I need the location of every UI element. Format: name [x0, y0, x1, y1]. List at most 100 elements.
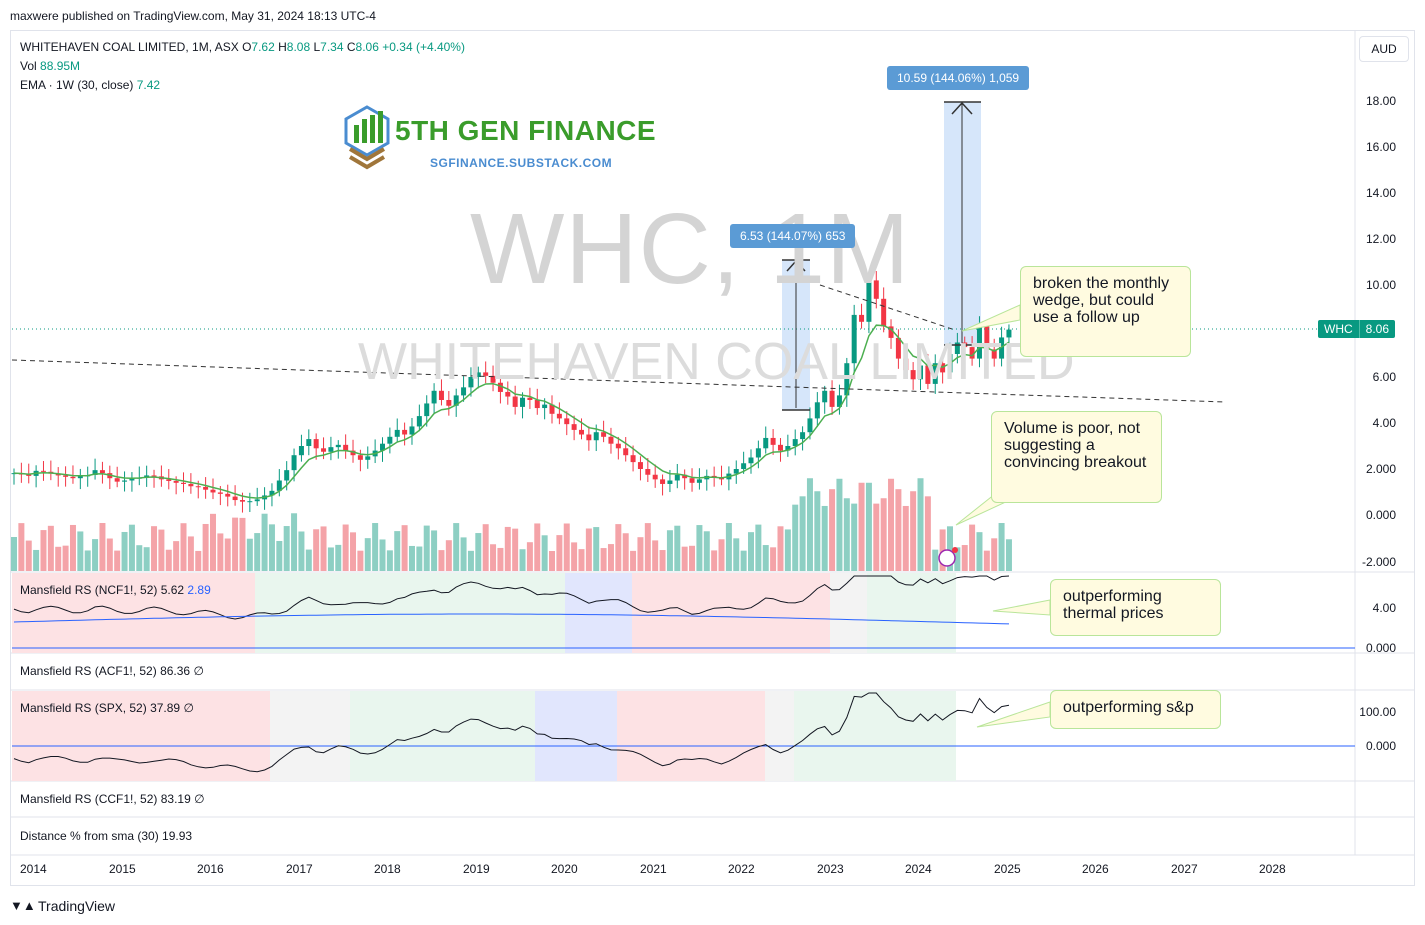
ema-label: EMA · 1W (30, close) [20, 78, 134, 92]
rs-spx-band [617, 691, 765, 781]
candle-body [313, 439, 319, 449]
candle-body [63, 475, 69, 477]
candle-body [601, 432, 607, 437]
note-volume[interactable]: Volume is poor, not suggesting a convinc… [991, 411, 1162, 503]
high-value: 8.08 [286, 40, 311, 54]
measure-label-1[interactable]: 6.53 (144.07%) 653 [730, 224, 856, 248]
rs-ncf-band [565, 573, 632, 653]
current-price-ticker: WHC [1318, 320, 1360, 338]
volume-label: Vol [20, 59, 37, 73]
note-sp[interactable]: outperforming s&p [1050, 690, 1221, 729]
rs-ncf-band [632, 573, 830, 653]
volume-bar [725, 523, 732, 571]
volume-bar [659, 550, 666, 571]
candle-body [321, 448, 327, 452]
volume-bar [512, 528, 519, 571]
volume-bar [696, 525, 703, 571]
candle-body [225, 493, 231, 497]
volume-bar [946, 526, 953, 571]
close-value: 8.06 [355, 40, 379, 54]
pane-title-distance[interactable]: Distance % from sma (30) 19.93 [20, 829, 192, 843]
volume-bar [11, 537, 17, 571]
pane-name: Mansfield RS (SPX, 52) [20, 701, 147, 715]
close-label: C [346, 40, 356, 54]
candle-body [711, 475, 717, 478]
candle-body [483, 372, 489, 376]
candle-body [777, 444, 783, 451]
candle-body [851, 314, 857, 364]
candle-body [409, 426, 415, 435]
candle-body [151, 475, 157, 477]
pane-title-acf[interactable]: Mansfield RS (ACF1!, 52) 86.36 ∅ [20, 664, 204, 678]
year-tick: 2026 [1082, 862, 1109, 876]
candle-body [210, 489, 216, 493]
candle-body [114, 478, 120, 482]
pane-name: Mansfield RS (CCF1!, 52) [20, 792, 158, 806]
candle-body [925, 365, 931, 384]
header-published: maxwere published on TradingView.com, Ma… [10, 9, 376, 23]
candle-body [549, 404, 555, 414]
candle-body [166, 479, 172, 481]
volume-bar [298, 531, 305, 571]
volume-bar [224, 538, 231, 571]
symbol-name[interactable]: WHITEHAVEN COAL LIMITED, 1M, ASX [20, 40, 239, 54]
note-wedge[interactable]: broken the monthly wedge, but could use … [1020, 266, 1191, 357]
current-price-tag: WHC 8.06 [1318, 320, 1396, 338]
candle-body [298, 446, 304, 456]
candle-body [99, 470, 105, 474]
note-pointer-thermal [992, 599, 1051, 616]
volume-bar [939, 529, 946, 571]
pane-title-ccf[interactable]: Mansfield RS (CCF1!, 52) 83.19 ∅ [20, 792, 205, 806]
volume-bar [549, 550, 556, 571]
currency-button[interactable]: AUD [1359, 36, 1409, 62]
candle-body [586, 434, 592, 441]
volume-bar [180, 523, 187, 571]
volume-bar [902, 505, 909, 571]
volume-bar [534, 523, 541, 571]
volume-bar [69, 524, 76, 571]
volume-bar [438, 550, 445, 571]
volume-bar [342, 524, 349, 571]
candle-body [674, 474, 680, 481]
volume-legend[interactable]: Vol 88.95M [20, 59, 80, 73]
rs-spx-tick: 100.00 [1359, 705, 1396, 719]
volume-bar [740, 550, 747, 571]
rs-ncf-band [830, 573, 867, 653]
measure-label-2[interactable]: 10.59 (144.06%) 1,059 [887, 66, 1030, 90]
pane-value-2: ∅ [183, 701, 194, 715]
volume-bar [976, 532, 983, 571]
candle-body [660, 479, 666, 484]
candle-body [903, 358, 909, 371]
volume-bar [467, 550, 474, 571]
candle-body [785, 446, 791, 451]
volume-bar [593, 527, 600, 571]
pane-title-spx[interactable]: Mansfield RS (SPX, 52) 37.89 ∅ [20, 701, 194, 715]
year-tick: 2021 [640, 862, 667, 876]
wedge-trendline [819, 284, 956, 331]
volume-bar [681, 546, 688, 571]
candle-body [247, 501, 253, 503]
candle-body [770, 437, 776, 445]
volume-bar [703, 531, 710, 571]
footer-brand: TradingView [38, 898, 116, 914]
volume-bar [187, 536, 194, 571]
volume-bar [143, 547, 150, 571]
volume-bar [84, 550, 91, 571]
volume-bar [497, 547, 504, 571]
volume-bar [254, 533, 261, 571]
candle-body [328, 447, 334, 452]
pane-title-ncf[interactable]: Mansfield RS (NCF1!, 52) 5.62 2.89 [20, 583, 211, 597]
volume-bar [910, 491, 917, 571]
tradingview-logo-icon[interactable]: ▼▲ [10, 898, 36, 913]
candle-body [822, 390, 828, 403]
volume-bar [195, 550, 202, 571]
volume-bar [865, 482, 872, 571]
price-tick: 14.00 [1365, 186, 1396, 200]
ema-legend[interactable]: EMA · 1W (30, close) 7.42 [20, 78, 160, 92]
volume-bar [431, 530, 438, 571]
volume-bar [924, 496, 931, 571]
ema-line [13, 324, 1010, 499]
candle-body [689, 478, 695, 483]
note-thermal[interactable]: outperforming thermal prices [1050, 579, 1221, 636]
